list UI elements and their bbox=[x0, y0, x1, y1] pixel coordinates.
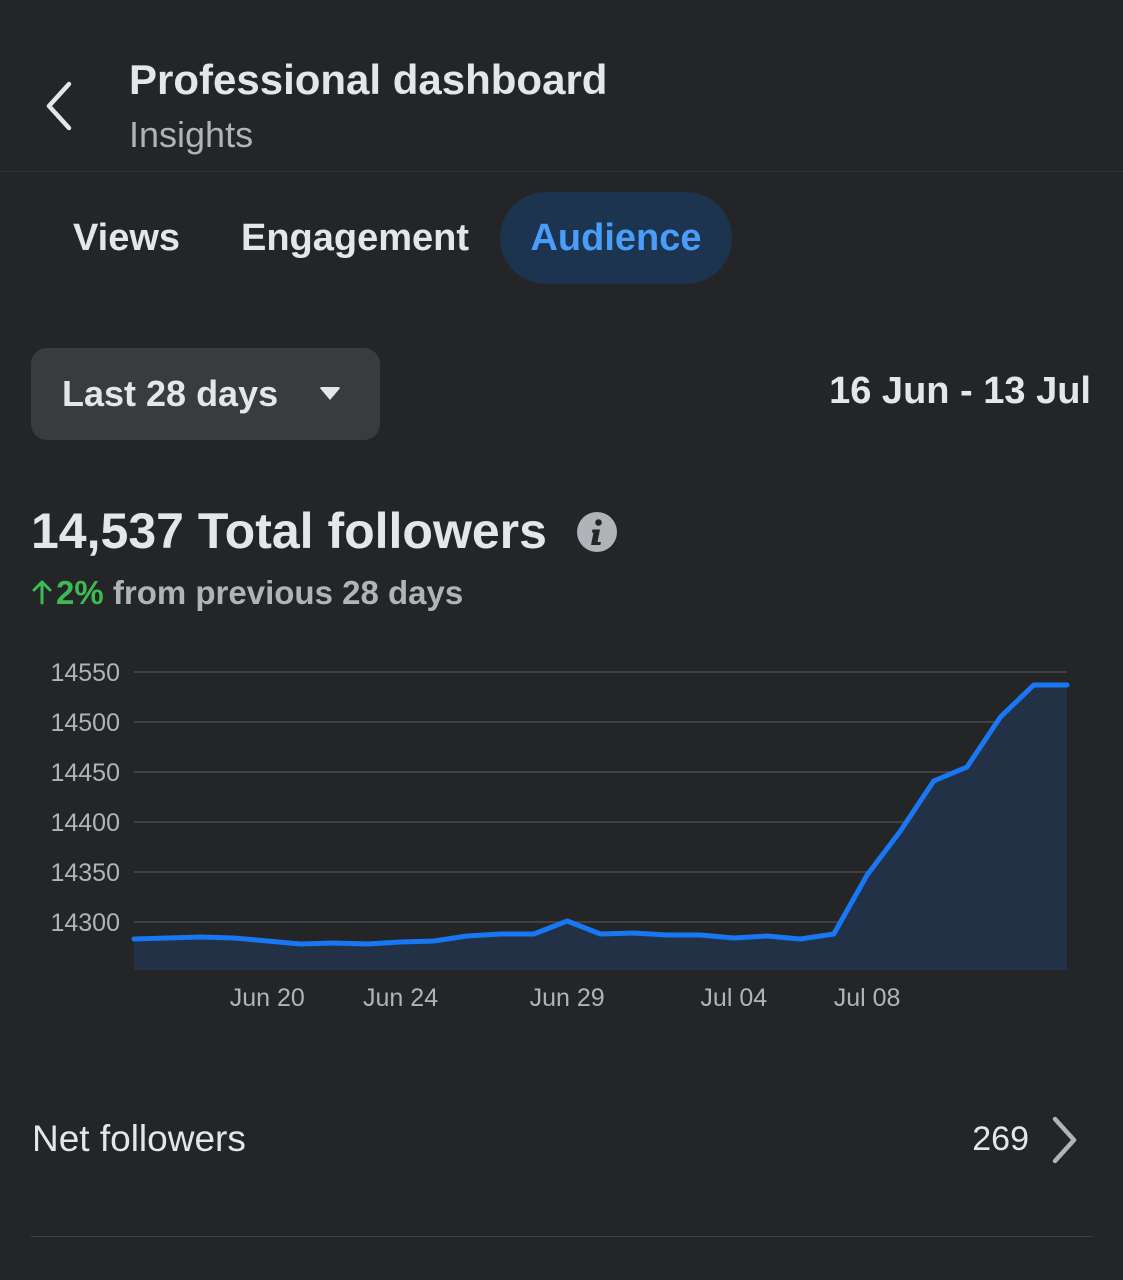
total-followers: 14,537 Total followers bbox=[31, 502, 547, 560]
x-tick-label: Jul 08 bbox=[834, 984, 901, 1012]
page-title: Professional dashboard bbox=[129, 56, 608, 103]
x-tick-label: Jun 20 bbox=[230, 984, 305, 1012]
arrow-up-icon bbox=[32, 580, 52, 605]
chart-x-ticks: Jun 20 Jun 24 Jun 29 Jul 04 Jul 08 bbox=[230, 984, 901, 1012]
change-percent-value: 2% bbox=[56, 574, 104, 611]
x-tick-label: Jun 24 bbox=[363, 984, 438, 1012]
total-followers-value: 14,537 bbox=[31, 503, 184, 559]
chevron-right-icon bbox=[1052, 1116, 1077, 1164]
change-percent: 2% bbox=[31, 574, 104, 611]
caret-down-icon bbox=[319, 387, 341, 400]
tab-engagement[interactable]: Engagement bbox=[241, 217, 470, 259]
net-followers-label: Net followers bbox=[32, 1118, 246, 1159]
change-text: from previous 28 days bbox=[112, 574, 464, 611]
y-tick-label: 14300 bbox=[50, 909, 120, 937]
y-tick-label: 14450 bbox=[50, 759, 120, 787]
tab-views[interactable]: Views bbox=[73, 217, 181, 259]
date-range-selected: Last 28 days bbox=[62, 373, 279, 414]
date-range-text: 16 Jun - 13 Jul bbox=[829, 370, 1091, 412]
chevron-left-icon bbox=[46, 81, 72, 131]
net-followers-value: 269 bbox=[972, 1120, 1029, 1158]
y-tick-label: 14500 bbox=[50, 709, 120, 737]
header: Professional dashboard Insights bbox=[0, 0, 1123, 172]
divider bbox=[31, 1236, 1092, 1237]
info-icon[interactable] bbox=[577, 512, 617, 552]
total-followers-label: Total followers bbox=[197, 503, 547, 559]
tab-audience[interactable]: Audience bbox=[500, 192, 732, 284]
net-followers-row[interactable]: Net followers 269 bbox=[0, 1090, 1123, 1190]
chart-area-fill bbox=[134, 685, 1067, 970]
back-button[interactable] bbox=[36, 70, 86, 140]
x-tick-label: Jul 04 bbox=[700, 984, 767, 1012]
date-range-dropdown[interactable]: Last 28 days bbox=[31, 348, 380, 440]
chart-series-line bbox=[131, 682, 1070, 947]
y-tick-label: 14350 bbox=[50, 859, 120, 887]
chart-y-ticks: 14550 14500 14450 14400 14350 14300 bbox=[50, 659, 120, 937]
y-tick-label: 14400 bbox=[50, 809, 120, 837]
x-tick-label: Jun 29 bbox=[530, 984, 605, 1012]
follower-change: 2% from previous 28 days bbox=[31, 574, 463, 612]
page-subtitle: Insights bbox=[129, 114, 254, 155]
y-tick-label: 14550 bbox=[50, 659, 120, 687]
